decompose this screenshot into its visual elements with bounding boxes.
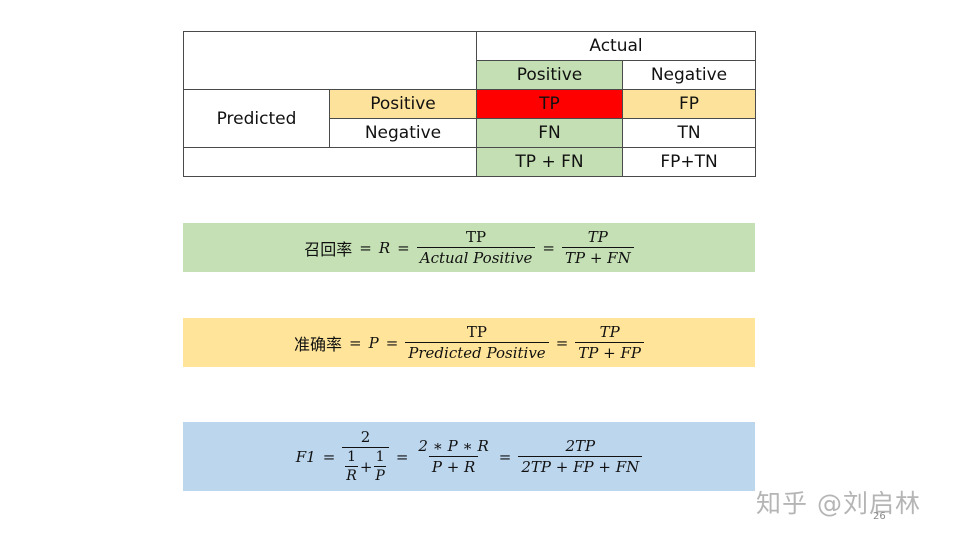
equals-sign: = [498, 447, 512, 466]
positive-column-sum-cell: TP + FN [476, 147, 623, 177]
fraction-numerator: TP [599, 322, 620, 341]
actual-positive-header: Positive [476, 60, 623, 90]
zhihu-watermark: 知乎 @刘启林 [756, 489, 921, 518]
fraction-numerator: TP [466, 227, 487, 246]
page-number: 26 [873, 511, 886, 522]
f1-fraction-1: 2 1 R + 1 P [342, 429, 389, 484]
equals-sign: = [555, 333, 569, 352]
precision-fraction-1: TP Predicted Positive [405, 322, 549, 362]
recall-symbol: R [378, 238, 391, 257]
equals-sign: = [322, 447, 336, 466]
equals-sign: = [395, 447, 409, 466]
fraction-denominator: P + R [428, 455, 479, 476]
fraction-numerator: 1 [347, 449, 356, 465]
recall-name: 召回率 [304, 239, 353, 259]
recall-fraction-2: TP TP + FN [561, 227, 634, 267]
fraction-denominator: Actual Positive [416, 246, 536, 267]
confusion-matrix: Actual Positive Negative Predicted Posit… [183, 31, 756, 177]
fraction-numerator: 1 [375, 449, 385, 465]
f1-formula: F1 = 2 1 R + 1 P = 2 ∗ P ∗ R P + R = 2TP [296, 429, 643, 484]
equals-sign: = [542, 238, 555, 257]
equals-sign: = [397, 238, 410, 257]
precision-symbol: P [368, 333, 379, 352]
fraction-denominator: TP + FN [561, 246, 634, 267]
fraction-numerator: TP [587, 227, 608, 246]
false-negative-cell: FN [476, 118, 623, 148]
fraction-denominator: Predicted Positive [405, 341, 549, 362]
f1-symbol: F1 [295, 447, 316, 466]
blank-corner-cell [183, 31, 477, 90]
blank-sum-label-cell [183, 147, 477, 177]
equals-sign: = [359, 238, 372, 257]
true-positive-cell: TP [476, 89, 623, 119]
fraction-denominator: 1 R + 1 P [342, 447, 389, 484]
f1-formula-bar: F1 = 2 1 R + 1 P = 2 ∗ P ∗ R P + R = 2TP [183, 422, 755, 491]
fraction-denominator: 2TP + FP + FN [518, 455, 643, 476]
actual-negative-header: Negative [622, 60, 756, 90]
precision-fraction-2: TP TP + FP [575, 322, 644, 362]
recall-formula: 召回率 = R = TP Actual Positive = TP TP + F… [304, 227, 634, 267]
equals-sign: = [385, 333, 399, 352]
fraction-numerator: 2TP [565, 436, 596, 455]
one-over-p-fraction: 1 P [374, 449, 386, 484]
fraction-numerator: 2 ∗ P ∗ R [418, 436, 489, 455]
false-positive-cell: FP [622, 89, 756, 119]
actual-header: Actual [476, 31, 756, 61]
recall-fraction-1: TP Actual Positive [416, 227, 536, 267]
plus-sign: + [359, 457, 373, 476]
predicted-positive-header: Positive [329, 89, 477, 119]
equals-sign: = [349, 333, 362, 352]
recall-formula-bar: 召回率 = R = TP Actual Positive = TP TP + F… [183, 223, 755, 272]
precision-formula-bar: 准确率 = P = TP Predicted Positive = TP TP … [183, 318, 755, 367]
precision-formula: 准确率 = P = TP Predicted Positive = TP TP … [294, 322, 644, 362]
fraction-numerator: 2 [360, 428, 371, 446]
negative-column-sum-cell: FP+TN [622, 147, 756, 177]
precision-name: 准确率 [294, 334, 343, 354]
f1-fraction-2: 2 ∗ P ∗ R P + R [415, 436, 491, 476]
fraction-numerator: TP [466, 322, 488, 341]
fraction-denominator: R [345, 466, 358, 484]
fraction-denominator: P [374, 466, 386, 484]
predicted-header: Predicted [183, 89, 330, 148]
one-over-r-fraction: 1 R [345, 450, 358, 484]
true-negative-cell: TN [622, 118, 756, 148]
f1-fraction-3: 2TP 2TP + FP + FN [518, 436, 643, 476]
fraction-denominator: TP + FP [575, 341, 644, 362]
predicted-negative-header: Negative [329, 118, 477, 148]
